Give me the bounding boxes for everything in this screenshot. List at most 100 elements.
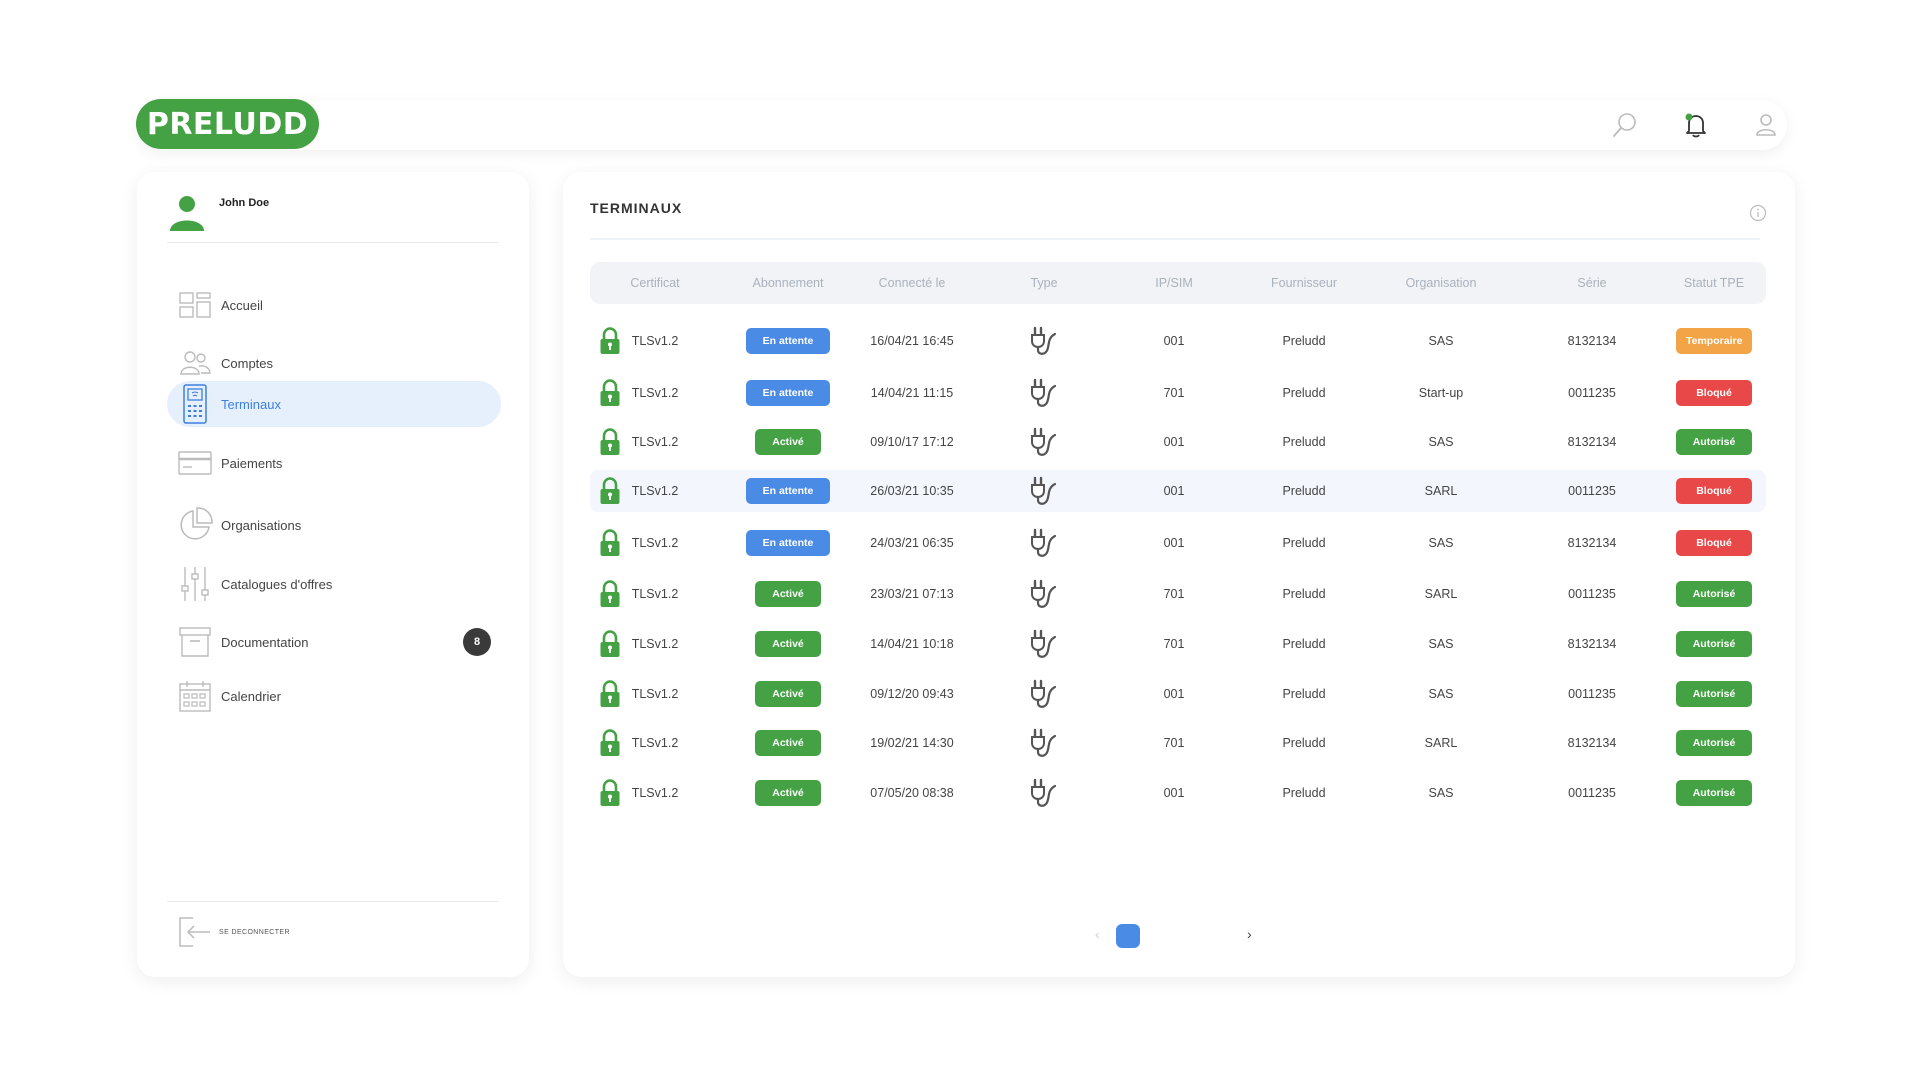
plug-icon <box>1031 673 1057 715</box>
sidebar-item-label: Documentation <box>221 634 309 650</box>
plug-icon <box>1031 372 1057 414</box>
sidebar-item-catalogues[interactable]: Catalogues d'offres <box>167 561 501 607</box>
status-badge[interactable]: Autorisé <box>1676 581 1752 607</box>
ip-sim-cell: 001 <box>1163 536 1185 550</box>
status-badge[interactable]: Autorisé <box>1676 681 1752 707</box>
user-name: John Doe <box>219 197 270 209</box>
sidebar-item-label: Organisations <box>221 517 302 533</box>
status-badge[interactable]: Bloqué <box>1676 380 1752 406</box>
subscription-badge: Activé <box>755 681 821 707</box>
subscription-badge: En attente <box>746 530 830 556</box>
subscription-cell: En attente <box>746 320 830 362</box>
certificate-cell: TLSv1.2 <box>631 334 679 348</box>
certificate-cell: TLSv1.2 <box>631 786 679 800</box>
table-row[interactable]: TLSv1.2 Activé 19/02/21 14:30 701 Preludd SAR… <box>590 722 1766 764</box>
organisation-cell: SAS <box>1428 786 1454 800</box>
plug-icon <box>1031 470 1057 512</box>
organisation-cell: SAS <box>1428 334 1454 348</box>
pagination-current-page[interactable] <box>1116 924 1140 948</box>
page-title: TERMINAUX <box>590 200 683 216</box>
sidebar-item-terminaux[interactable]: Terminaux <box>167 381 501 427</box>
sidebar-item-comptes[interactable]: Comptes <box>167 340 501 386</box>
subscription-cell: Activé <box>755 722 821 764</box>
serial-cell: 0011235 <box>1568 386 1616 400</box>
lock-icon <box>599 421 621 463</box>
status-badge[interactable]: Autorisé <box>1676 730 1752 756</box>
column-header[interactable]: Statut TPE <box>1683 276 1745 290</box>
certificate-cell: TLSv1.2 <box>631 687 679 701</box>
table-row[interactable]: TLSv1.2 En attente 16/04/21 16:45 001 Prelud… <box>590 320 1766 362</box>
column-header[interactable]: Abonnement <box>752 276 824 290</box>
table-row[interactable]: TLSv1.2 Activé 07/05/20 08:38 001 Preludd SAS… <box>590 772 1766 814</box>
column-header[interactable]: IP/SIM <box>1155 276 1193 290</box>
sidebar-item-documentation[interactable]: Documentation 8 <box>167 619 501 665</box>
subscription-badge: En attente <box>746 328 830 354</box>
status-badge[interactable]: Temporaire <box>1676 328 1752 354</box>
subscription-cell: En attente <box>746 372 830 414</box>
provider-cell: Preludd <box>1282 435 1326 449</box>
bell-icon[interactable] <box>1679 108 1713 142</box>
subscription-cell: En attente <box>746 470 830 512</box>
table-row[interactable]: TLSv1.2 Activé 14/04/21 10:18 701 Preludd SAS… <box>590 623 1766 665</box>
organisation-cell: SARL <box>1424 484 1458 498</box>
status-badge[interactable]: Bloqué <box>1676 478 1752 504</box>
sidebar-item-label: Catalogues d'offres <box>221 576 333 592</box>
provider-cell: Preludd <box>1282 687 1326 701</box>
subscription-badge: Activé <box>755 631 821 657</box>
sliders-icon <box>175 564 215 604</box>
column-header[interactable]: Connecté le <box>878 276 946 290</box>
table-row[interactable]: TLSv1.2 En attente 24/03/21 06:35 001 Prelud… <box>590 522 1766 564</box>
status-badge[interactable]: Bloqué <box>1676 530 1752 556</box>
column-header[interactable]: Type <box>1030 276 1058 290</box>
avatar <box>170 196 204 231</box>
certificate-cell: TLSv1.2 <box>631 484 679 498</box>
column-header[interactable]: Organisation <box>1405 276 1477 290</box>
pagination-next-button[interactable]: › <box>1247 926 1252 942</box>
ip-sim-cell: 701 <box>1163 736 1185 750</box>
certificate-cell: TLSv1.2 <box>631 435 679 449</box>
user-profile[interactable]: John Doe <box>169 188 269 238</box>
certificate-cell: TLSv1.2 <box>631 587 679 601</box>
status-badge[interactable]: Autorisé <box>1676 631 1752 657</box>
connected-date-cell: 09/10/17 17:12 <box>870 435 954 449</box>
pagination-prev-button[interactable]: ‹ <box>1095 926 1100 942</box>
sidebar-item-calendrier[interactable]: Calendrier <box>167 673 501 719</box>
provider-cell: Preludd <box>1282 536 1326 550</box>
table-row[interactable]: TLSv1.2 Activé 09/12/20 09:43 001 Preludd SAS… <box>590 673 1766 715</box>
terminal-icon <box>175 384 215 424</box>
connected-date-cell: 14/04/21 11:15 <box>870 386 954 400</box>
logout-button[interactable]: SE DECONNECTER <box>179 917 290 947</box>
serial-cell: 8132134 <box>1567 536 1617 550</box>
column-header[interactable]: Fournisseur <box>1271 276 1337 290</box>
status-cell: Autorisé <box>1676 573 1752 615</box>
column-header[interactable]: Série <box>1577 276 1607 290</box>
sidebar-item-paiements[interactable]: Paiements <box>167 440 501 486</box>
logout-icon <box>179 917 210 947</box>
organisation-cell: SARL <box>1424 736 1458 750</box>
column-header[interactable]: Certificat <box>630 276 680 290</box>
status-badge[interactable]: Autorisé <box>1676 429 1752 455</box>
table-row[interactable]: TLSv1.2 Activé 23/03/21 07:13 701 Preludd SAR… <box>590 573 1766 615</box>
sidebar-item-label: Terminaux <box>221 396 281 412</box>
connected-date-cell: 09/12/20 09:43 <box>870 687 954 701</box>
search-icon[interactable] <box>1608 108 1642 142</box>
ip-sim-cell: 001 <box>1163 687 1185 701</box>
provider-cell: Preludd <box>1282 786 1326 800</box>
status-badge[interactable]: Autorisé <box>1676 780 1752 806</box>
user-icon[interactable] <box>1749 108 1783 142</box>
sidebar-item-label: Comptes <box>221 355 274 371</box>
table-row[interactable]: TLSv1.2 En attente 14/04/21 11:15 701 Prelud… <box>590 372 1766 414</box>
table-row[interactable]: TLSv1.2 Activé 09/10/17 17:12 001 Preludd SAS… <box>590 421 1766 463</box>
subscription-cell: Activé <box>755 623 821 665</box>
brand-logo[interactable]: PRELUDD <box>136 99 319 149</box>
sidebar-item-organisations[interactable]: Organisations <box>167 502 501 548</box>
connected-date-cell: 16/04/21 16:45 <box>870 334 954 348</box>
table-row[interactable]: TLSv1.2 En attente 26/03/21 10:35 001 Prelud… <box>590 470 1766 512</box>
organisation-cell: Start-up <box>1418 386 1464 400</box>
info-icon[interactable] <box>1749 204 1767 222</box>
sidebar-item-accueil[interactable]: Accueil <box>167 282 501 328</box>
title-divider <box>590 238 1760 240</box>
status-cell: Autorisé <box>1676 421 1752 463</box>
status-cell: Bloqué <box>1676 470 1752 512</box>
certificate-cell: TLSv1.2 <box>631 386 679 400</box>
